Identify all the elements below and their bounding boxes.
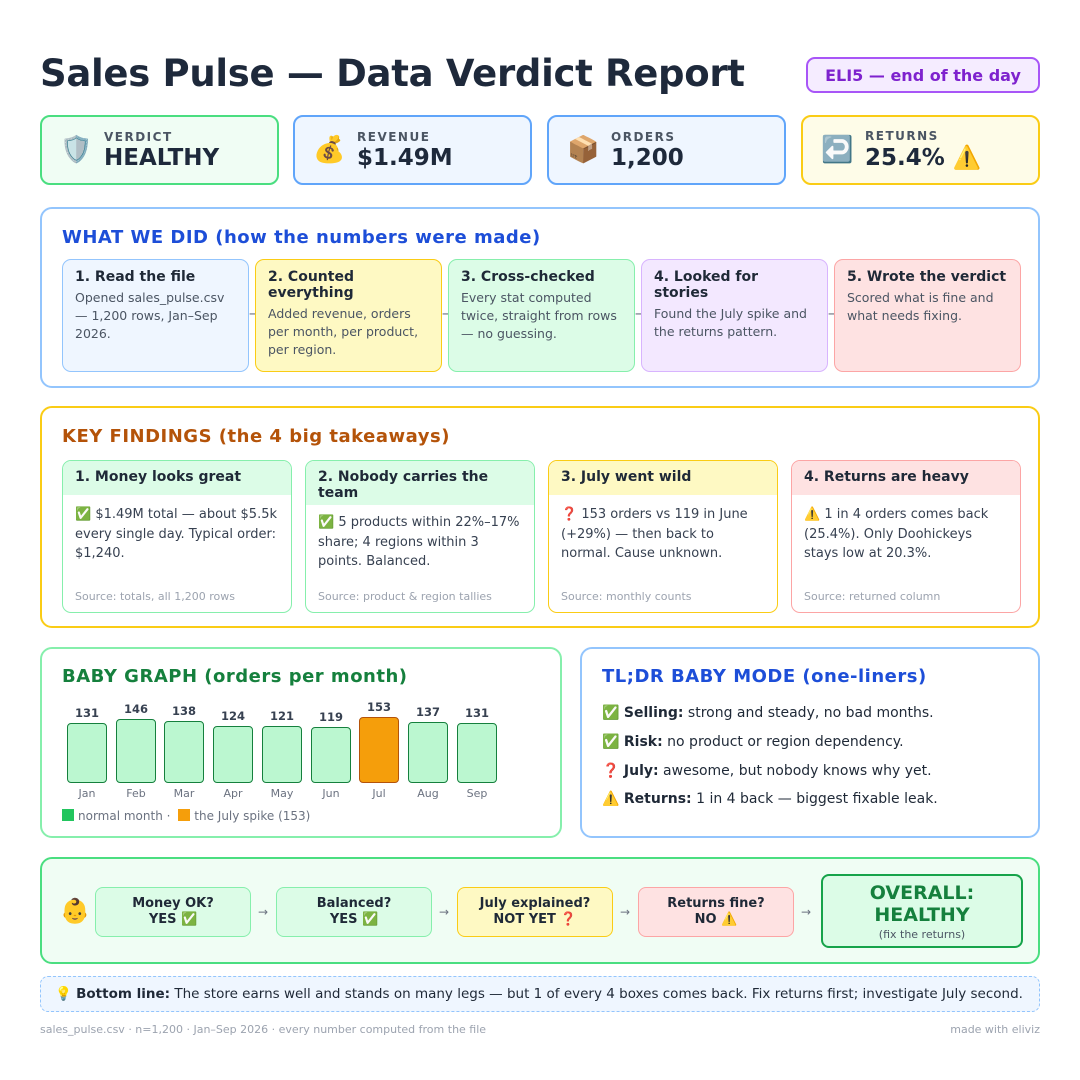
warning-icon: ⚠️ — [952, 145, 982, 171]
bar-value-label: 138 — [171, 704, 196, 718]
bar-feb — [116, 719, 156, 783]
bottom-line: 💡 Bottom line: The store earns well and … — [40, 976, 1040, 1012]
finding-card: 2. Nobody carries the team ✅ 5 products … — [305, 460, 535, 613]
chart-legend: normal month · the July spike (153) — [62, 809, 310, 823]
bar-aug — [408, 722, 448, 783]
x-tick-label: Aug — [417, 787, 439, 800]
arrow-icon: → — [620, 905, 631, 919]
section-heading: TL;DR BABY MODE (one-liners) — [602, 666, 927, 687]
kpi-label: RETURNS — [865, 129, 939, 143]
step-card: 1. Read the file Opened sales_pulse.csv … — [62, 259, 249, 372]
step-card: 4. Looked for stories Found the July spi… — [641, 259, 828, 372]
bar-value-label: 153 — [366, 700, 391, 714]
question-icon: ❓ — [602, 763, 620, 779]
x-tick-label: Jan — [78, 787, 96, 800]
baby-graph-panel: BABY GRAPH (orders per month) normal mon… — [40, 647, 562, 838]
kpi-returns: ↩️ RETURNS 25.4% ⚠️ — [801, 115, 1040, 185]
legend-swatch-normal — [62, 809, 74, 821]
eli5-badge: ELI5 — end of the day — [806, 57, 1040, 93]
check-july: July explained? NOT YET ❓ — [457, 887, 613, 937]
x-tick-label: Feb — [126, 787, 146, 800]
bar-value-label: 131 — [464, 706, 489, 720]
kpi-value: HEALTHY — [104, 144, 220, 171]
kpi-value: 1,200 — [611, 144, 684, 171]
finding-card: 1. Money looks great ✅ $1.49M total — ab… — [62, 460, 292, 613]
chart-title: BABY GRAPH (orders per month) — [62, 666, 408, 687]
checklist-panel: 👶 Money OK? YES ✅ → Balanced? YES ✅ → July… — [40, 857, 1040, 964]
arrow-icon: → — [439, 905, 450, 919]
baby-icon: 👶 — [60, 897, 90, 925]
bar-value-label: 119 — [318, 710, 343, 724]
finding-card: 3. July went wild ❓ 153 orders vs 119 in… — [548, 460, 778, 613]
kpi-verdict: 🛡️ VERDICT HEALTHY — [40, 115, 279, 185]
finding-card: 4. Returns are heavy ⚠️ 1 in 4 orders co… — [791, 460, 1021, 613]
arrow-icon: → — [442, 307, 453, 322]
bar-jul — [359, 717, 399, 783]
step-card: 2. Counted everything Added revenue, ord… — [255, 259, 442, 372]
tldr-line: ✅ Selling: strong and steady, no bad mon… — [602, 705, 934, 721]
bar-value-label: 146 — [123, 702, 148, 716]
what-we-did-panel: WHAT WE DID (how the numbers were made) … — [40, 207, 1040, 388]
check-icon: ✅ — [602, 705, 620, 721]
bar-value-label: 121 — [269, 709, 294, 723]
x-tick-label: Jun — [322, 787, 340, 800]
kpi-label: REVENUE — [357, 129, 431, 144]
kpi-orders: 📦 ORDERS 1,200 — [547, 115, 786, 185]
shield-icon: 🛡️ — [60, 135, 93, 165]
arrow-icon: → — [635, 307, 646, 322]
tldr-panel: TL;DR BABY MODE (one-liners) ✅ Selling: … — [580, 647, 1040, 838]
bar-jun — [311, 727, 351, 783]
x-tick-label: Mar — [173, 787, 195, 800]
bar-may — [262, 726, 302, 783]
bar-jan — [67, 723, 107, 783]
arrow-icon: → — [801, 905, 812, 919]
kpi-label: ORDERS — [611, 129, 676, 144]
arrow-icon: → — [258, 905, 269, 919]
x-tick-label: May — [270, 787, 294, 800]
legend-swatch-spike — [178, 809, 191, 821]
check-money: Money OK? YES ✅ — [95, 887, 251, 937]
x-tick-label: Apr — [223, 787, 243, 800]
money-bag-icon: 💰 — [313, 135, 346, 165]
x-tick-label: Sep — [466, 787, 488, 800]
kpi-label: VERDICT — [104, 129, 173, 144]
key-findings-panel: KEY FINDINGS (the 4 big takeaways) 1. Mo… — [40, 406, 1040, 628]
footer-source: sales_pulse.csv · n=1,200 · Jan–Sep 2026… — [40, 1023, 487, 1036]
overall-verdict: OVERALL: HEALTHY (fix the returns) — [821, 874, 1023, 948]
bar-apr — [213, 726, 253, 783]
bar-value-label: 137 — [415, 705, 440, 719]
tldr-line: ❓ July: awesome, but nobody knows why ye… — [602, 763, 932, 779]
bar-value-label: 124 — [220, 709, 245, 723]
section-heading: WHAT WE DID (how the numbers were made) — [62, 227, 541, 248]
bar-mar — [164, 721, 204, 783]
tldr-line: ✅ Risk: no product or region dependency. — [602, 734, 904, 750]
return-arrow-icon: ↩️ — [821, 135, 854, 165]
arrow-icon: → — [249, 307, 260, 322]
kpi-value: $1.49M — [357, 144, 453, 171]
package-icon: 📦 — [567, 135, 600, 165]
lightbulb-icon: 💡 — [55, 986, 72, 1002]
check-icon: ✅ — [75, 507, 92, 522]
page-title: Sales Pulse — Data Verdict Report — [40, 52, 745, 95]
bar-value-label: 131 — [74, 706, 99, 720]
tldr-line: ⚠️ Returns: 1 in 4 back — biggest fixabl… — [602, 791, 938, 807]
footer-credit: made with eliviz — [950, 1023, 1040, 1036]
check-balanced: Balanced? YES ✅ — [276, 887, 432, 937]
check-icon: ✅ — [318, 515, 335, 530]
step-card: 3. Cross-checked Every stat computed twi… — [448, 259, 635, 372]
section-heading: KEY FINDINGS (the 4 big takeaways) — [62, 426, 450, 447]
warning-icon: ⚠️ — [602, 791, 620, 807]
bar-sep — [457, 723, 497, 783]
kpi-revenue: 💰 REVENUE $1.49M — [293, 115, 532, 185]
check-icon: ✅ — [602, 734, 620, 750]
warning-icon: ⚠️ — [804, 507, 821, 522]
question-icon: ❓ — [561, 507, 578, 522]
x-tick-label: Jul — [372, 787, 386, 800]
arrow-icon: → — [828, 307, 839, 322]
check-returns: Returns fine? NO ⚠️ — [638, 887, 794, 937]
step-card: 5. Wrote the verdict Scored what is fine… — [834, 259, 1021, 372]
kpi-value: 25.4% ⚠️ — [865, 145, 982, 171]
